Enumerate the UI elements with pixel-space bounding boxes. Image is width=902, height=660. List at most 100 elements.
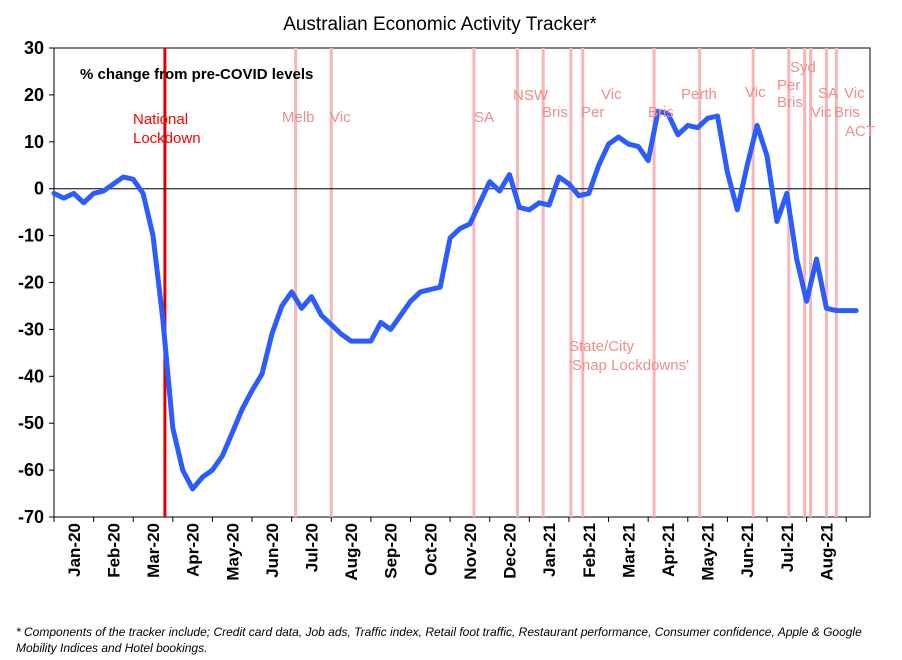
data-point (736, 209, 738, 211)
annotation-vic-jun21: Vic (745, 84, 766, 101)
x-tick-label: Dec-20 (501, 523, 520, 579)
annotation-bris-jan21: Bris (542, 104, 568, 121)
annotation-syd: Syd (790, 59, 816, 76)
annotation-national-line2: Lockdown (133, 130, 201, 147)
data-point (409, 300, 412, 302)
data-point (53, 192, 55, 194)
data-point (281, 305, 283, 307)
x-tick-label: Feb-21 (580, 523, 599, 578)
data-point (271, 333, 273, 335)
data-point (221, 455, 223, 457)
x-tick-label: Aug-20 (342, 523, 361, 581)
data-point (825, 307, 828, 309)
data-point (350, 340, 352, 342)
annotation-vic-feb21: Vic (601, 86, 622, 103)
data-point (102, 190, 105, 192)
data-point (558, 176, 560, 178)
data-point (380, 321, 382, 323)
data-point (310, 295, 313, 298)
data-point (419, 291, 422, 293)
data-point (449, 237, 451, 239)
data-point (815, 258, 818, 260)
data-point (806, 300, 808, 302)
data-point (568, 183, 570, 185)
data-point (83, 202, 85, 204)
y-tick-label: -20 (18, 273, 44, 293)
data-point (93, 192, 95, 194)
x-tick-label: Jul-21 (778, 523, 797, 572)
data-point (766, 155, 768, 157)
x-tick-label: Apr-20 (184, 523, 203, 577)
x-axis: Jan-20 Feb-20 Mar-20 Apr-20 May-20 Jun-20 Jul-… (53, 517, 847, 581)
data-point (241, 408, 243, 410)
data-point (291, 291, 293, 293)
chart-title: Australian Economic Activity Tracker* (283, 14, 597, 35)
x-tick-label: May-20 (223, 523, 242, 581)
data-point (340, 333, 342, 335)
x-tick-label: Oct-20 (421, 523, 440, 576)
data-point (251, 389, 253, 391)
data-point (63, 197, 65, 199)
data-point (300, 307, 303, 309)
data-point (508, 174, 511, 176)
data-point (459, 227, 461, 230)
data-point (578, 195, 580, 197)
y-tick-label: -40 (18, 366, 44, 386)
data-point (647, 159, 649, 162)
data-point (637, 145, 639, 148)
x-tick-label: Mar-20 (144, 523, 163, 578)
data-point (360, 340, 362, 342)
footnote: * Components of the tracker include; Cre… (16, 625, 862, 655)
annotation-bris-aug21: Bris (834, 104, 860, 121)
annotation-bris-jul21: Bris (777, 94, 803, 111)
data-point (726, 171, 728, 173)
x-tick-label: Mar-21 (619, 523, 638, 578)
y-tick-label: -60 (18, 460, 44, 480)
data-point (112, 183, 115, 185)
data-point (211, 469, 214, 471)
data-point (687, 124, 689, 126)
annotation-per-jul21: Per (777, 77, 800, 94)
x-tick-label: Aug-21 (817, 523, 836, 581)
data-point (162, 319, 164, 321)
x-tick-label: Apr-21 (659, 523, 678, 577)
data-point (132, 178, 134, 180)
data-point (697, 127, 699, 129)
data-point (706, 117, 709, 119)
annotation-vic-aug21: Vic (844, 85, 865, 102)
chart-subtitle: % change from pre-COVID levels (80, 66, 313, 83)
annotation-bris-apr21: Bris (648, 104, 674, 121)
y-axis: 30 20 10 0 -10 -20 -30 -40 -50 -60 -70 (18, 38, 54, 527)
annotation-perth: Perth (681, 86, 717, 103)
data-point (607, 143, 610, 145)
annotation-per-feb21: Per (581, 104, 604, 121)
y-tick-label: -30 (18, 319, 44, 339)
data-point (538, 202, 540, 204)
data-point (518, 206, 521, 209)
annotation-state-city-line2: 'Snap Lockdowns' (569, 357, 689, 374)
data-points (53, 110, 857, 490)
x-tick-label: Jun-20 (263, 523, 282, 578)
data-point (231, 431, 233, 434)
plot-area (53, 47, 871, 518)
annotation-sa: SA (474, 109, 494, 126)
data-point (756, 124, 758, 126)
data-point (667, 113, 669, 115)
data-point (835, 310, 837, 312)
data-point (73, 192, 75, 194)
series-line-activity (51, 108, 859, 492)
data-point (330, 324, 332, 326)
y-tick-label: 0 (34, 179, 44, 199)
data-point (192, 488, 194, 490)
annotation-act: ACT (845, 123, 875, 140)
y-tick-label: -70 (18, 507, 44, 527)
data-point (499, 190, 501, 192)
data-point (548, 204, 550, 206)
annotation-vic-jul21: Vic (811, 104, 832, 121)
annotation-state-city-line1: State/City (569, 338, 635, 355)
data-point (677, 134, 679, 136)
data-point (588, 192, 590, 194)
annotation-nsw: NSW (513, 87, 549, 104)
data-point (716, 115, 719, 117)
x-tick-label: Jan-21 (540, 523, 559, 577)
